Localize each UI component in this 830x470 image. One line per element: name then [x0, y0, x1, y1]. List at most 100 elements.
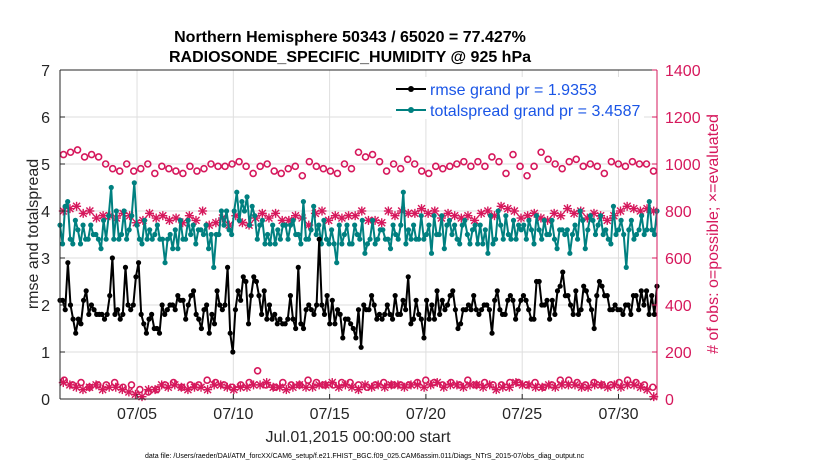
obs-possible-marker	[228, 160, 236, 168]
obs-possible-marker	[403, 155, 412, 164]
rmse-point	[209, 311, 215, 317]
obs-evaluated-marker	[130, 389, 140, 399]
obs-evaluated-marker	[583, 382, 593, 392]
obs-possible-marker	[242, 162, 250, 171]
obs-evaluated-marker	[419, 382, 429, 392]
rmse-point	[159, 302, 165, 308]
rmse-point	[287, 293, 294, 299]
obs-possible-marker	[347, 164, 356, 173]
obs-evaluated-marker	[72, 201, 82, 211]
rmse-point	[599, 283, 605, 289]
obs-possible-marker	[277, 169, 286, 178]
totalspread-point	[559, 227, 565, 233]
obs-evaluated-marker	[157, 380, 167, 390]
obs-possible-marker	[158, 162, 166, 171]
rmse-point	[253, 278, 259, 285]
totalspread-point	[311, 203, 317, 209]
obs-evaluated-marker	[472, 380, 482, 390]
totalspread-point	[469, 227, 476, 233]
rmse-point	[455, 325, 461, 332]
totalspread-point	[211, 264, 217, 270]
obs-evaluated-marker	[544, 380, 554, 390]
totalspread-point	[390, 222, 396, 228]
x-tick-label: 07/15	[310, 406, 350, 423]
rmse-point	[410, 316, 417, 322]
totalspread-point	[206, 246, 212, 252]
totalspread-point	[485, 250, 491, 256]
x-tick-label: 07/25	[502, 406, 542, 423]
rmse-point	[552, 311, 558, 317]
totalspread-point	[574, 236, 581, 242]
totalspread-point	[249, 203, 255, 209]
rmse-point	[437, 311, 443, 317]
totalspread-point	[421, 236, 427, 242]
obs-evaluated-marker	[163, 382, 173, 392]
y-right-tick-label: 1000	[665, 157, 701, 174]
obs-evaluated-marker	[347, 382, 357, 392]
rmse-point	[604, 293, 610, 299]
obs-evaluated-marker	[629, 380, 639, 390]
rmse-point	[251, 274, 257, 280]
obs-possible-marker	[628, 157, 637, 166]
rmse-point	[101, 316, 108, 322]
totalspread-point	[539, 236, 545, 242]
obs-evaluated-marker	[439, 382, 449, 392]
totalspread-point	[216, 231, 222, 238]
obs-possible-marker	[165, 164, 173, 173]
totalspread-point	[475, 241, 481, 247]
obs-possible-marker	[649, 167, 658, 175]
totalspread-point	[75, 227, 81, 233]
obs-evaluated-marker	[264, 213, 274, 223]
rmse-point	[400, 297, 406, 303]
rmse-point	[620, 311, 626, 317]
y-left-tick-label: 6	[41, 110, 50, 127]
totalspread-point	[395, 236, 401, 242]
obs-possible-marker	[600, 169, 609, 178]
obs-evaluated-marker	[334, 382, 344, 392]
totalspread-point	[316, 222, 322, 228]
totalspread-point	[464, 231, 470, 238]
rmse-point	[583, 288, 589, 294]
obs-evaluated-marker	[511, 378, 521, 388]
obs-possible-marker	[136, 385, 144, 394]
totalspread-point	[236, 217, 242, 223]
rmse-point	[478, 307, 485, 313]
totalspread-point	[580, 217, 586, 223]
rmse-point	[557, 283, 563, 289]
totalspread-point	[103, 236, 109, 242]
obs-evaluated-marker	[417, 204, 427, 214]
rmse-point	[476, 311, 482, 317]
obs-possible-marker	[453, 160, 461, 168]
obs-possible-marker	[396, 164, 405, 173]
rmse-point	[175, 293, 181, 299]
totalspread-point	[536, 227, 542, 233]
rmse-point	[484, 302, 490, 308]
totalspread-point	[490, 241, 496, 247]
totalspread-point	[603, 227, 609, 233]
rmse-point	[515, 307, 521, 313]
obs-evaluated-marker	[524, 380, 534, 390]
obs-evaluated-marker	[410, 208, 420, 218]
rmse-point	[397, 311, 403, 317]
totalspread-point	[323, 236, 330, 242]
obs-evaluated-marker	[330, 211, 340, 221]
totalspread-point	[275, 227, 281, 233]
rmse-point	[272, 311, 278, 317]
y-axis-label-right: # of obs: o=possible; ×=evaluated	[705, 114, 722, 354]
rmse-point	[473, 307, 479, 313]
rmse-point	[156, 330, 163, 336]
obs-evaluated-marker	[184, 211, 194, 221]
totalspread-point	[226, 227, 232, 233]
totalspread-point	[154, 222, 160, 228]
obs-possible-marker	[77, 378, 85, 387]
rmse-point	[617, 307, 623, 313]
obs-possible-marker	[73, 146, 82, 154]
obs-evaluated-marker	[71, 382, 81, 392]
obs-evaluated-marker	[423, 208, 433, 218]
totalspread-point	[218, 208, 225, 214]
rmse-point	[526, 307, 532, 313]
totalspread-point	[267, 241, 273, 247]
totalspread-point	[59, 241, 66, 247]
chart-title-line-1: Northern Hemisphere 50343 / 65020 = 77.4…	[174, 29, 526, 46]
totalspread-point	[188, 231, 194, 238]
